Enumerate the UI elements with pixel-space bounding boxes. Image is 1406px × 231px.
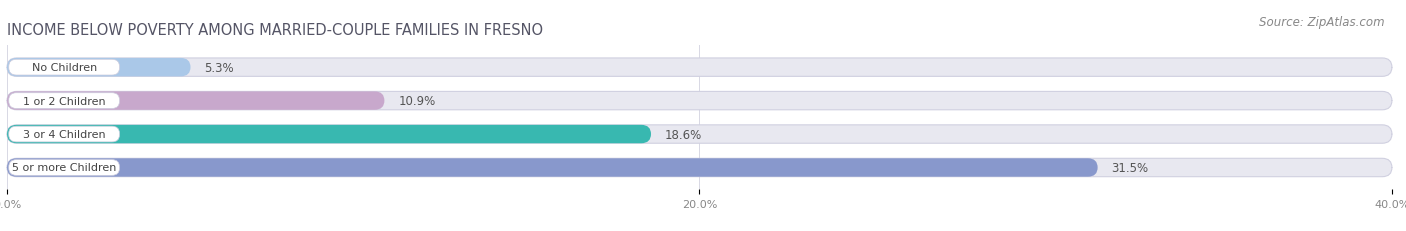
Text: 5.3%: 5.3% (204, 61, 233, 74)
FancyBboxPatch shape (7, 125, 651, 144)
Text: Source: ZipAtlas.com: Source: ZipAtlas.com (1260, 16, 1385, 29)
FancyBboxPatch shape (7, 125, 1392, 144)
Text: 31.5%: 31.5% (1112, 161, 1149, 174)
Text: No Children: No Children (31, 63, 97, 73)
FancyBboxPatch shape (8, 127, 120, 142)
FancyBboxPatch shape (7, 159, 1098, 177)
Text: 10.9%: 10.9% (398, 95, 436, 108)
Text: 3 or 4 Children: 3 or 4 Children (22, 130, 105, 140)
FancyBboxPatch shape (7, 59, 1392, 77)
FancyBboxPatch shape (7, 92, 1392, 110)
Text: 18.6%: 18.6% (665, 128, 702, 141)
FancyBboxPatch shape (8, 160, 120, 176)
Text: INCOME BELOW POVERTY AMONG MARRIED-COUPLE FAMILIES IN FRESNO: INCOME BELOW POVERTY AMONG MARRIED-COUPL… (7, 23, 543, 38)
FancyBboxPatch shape (7, 159, 1392, 177)
Text: 1 or 2 Children: 1 or 2 Children (22, 96, 105, 106)
FancyBboxPatch shape (8, 60, 120, 76)
FancyBboxPatch shape (7, 59, 191, 77)
Text: 5 or more Children: 5 or more Children (13, 163, 117, 173)
FancyBboxPatch shape (8, 93, 120, 109)
FancyBboxPatch shape (7, 92, 384, 110)
